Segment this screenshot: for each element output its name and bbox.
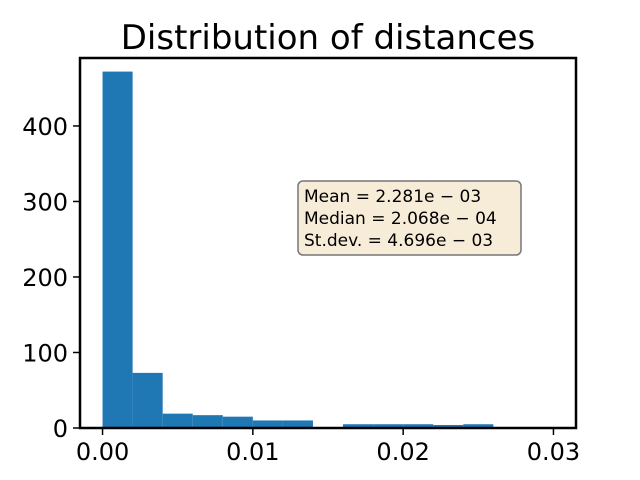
stats-stdev: St.dev. = 4.696e − 03 [304,231,493,251]
histogram-bar [162,413,193,428]
x-tick-label: 0.00 [76,438,129,466]
histogram-bar [403,424,434,428]
stats-median: Median = 2.068e − 04 [304,209,497,229]
y-tick-label: 100 [22,339,68,367]
histogram-bar [192,415,223,428]
histogram-bar [132,372,163,428]
histogram-bar [102,71,133,429]
y-tick-label: 200 [22,264,68,292]
histogram-bar [252,420,283,428]
histogram-bar [373,424,404,428]
histogram-bar [433,424,464,428]
stats-mean: Mean = 2.281e − 03 [304,187,481,207]
y-tick-label: 400 [22,113,68,141]
chart-title: Distribution of distances [121,18,536,58]
y-tick-label: 300 [22,188,68,216]
x-tick-label: 0.01 [226,438,279,466]
x-axis-ticks: 0.00 0.01 0.02 0.03 [76,428,580,466]
histogram-bar [343,424,374,428]
y-axis-ticks: 0 100 200 300 400 [22,113,80,443]
stats-box [297,180,522,256]
x-tick-label: 0.02 [376,438,429,466]
histogram-bar [222,416,253,428]
x-tick-label: 0.03 [527,438,580,466]
y-tick-label: 0 [53,415,68,443]
histogram-bar [282,420,313,428]
plot-frame [78,56,578,430]
stats-annotation: Mean = 2.281e − 03 Median = 2.068e − 04 … [297,180,522,256]
histogram-bar [463,424,494,428]
